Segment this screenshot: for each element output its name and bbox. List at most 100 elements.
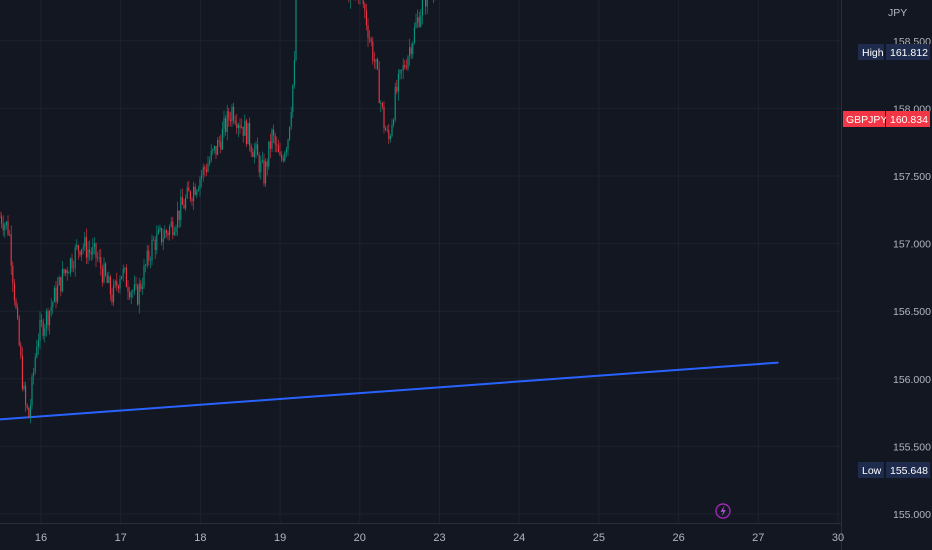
candle-body (180, 197, 182, 221)
high-tag-value: 161.812 (890, 47, 928, 59)
candle-body (49, 311, 51, 326)
candle-body (365, 10, 367, 26)
candle-body (100, 257, 102, 269)
candle-body (186, 187, 188, 198)
candle-body (141, 286, 143, 290)
candle-body (119, 279, 121, 289)
candle-body (375, 59, 377, 62)
candle-body (145, 265, 147, 267)
candle-body (25, 385, 27, 405)
candle-body (132, 291, 134, 293)
candle-body (68, 272, 70, 274)
candle-body (172, 221, 174, 235)
candle-body (173, 232, 175, 235)
candle-body (402, 64, 404, 71)
candle-body (4, 224, 6, 231)
candle-body (133, 284, 135, 292)
candle-body (213, 145, 215, 150)
candle-body (410, 47, 412, 55)
x-tick-label: 16 (35, 532, 47, 544)
candle-body (193, 186, 195, 202)
candle-body (108, 276, 110, 283)
candle-body (268, 141, 270, 167)
candle-body (103, 263, 105, 283)
candle-body (177, 210, 179, 228)
candle-body (5, 221, 7, 225)
candle-body (220, 141, 222, 150)
candle-body (181, 197, 183, 205)
candle-body (377, 59, 379, 69)
low-tag: Low 155.648 (858, 462, 930, 478)
trendlines (0, 361, 779, 421)
y-tick-label: 156.000 (893, 374, 931, 386)
candle-body (114, 281, 116, 285)
candle-body (217, 140, 219, 155)
candle-body (15, 300, 17, 308)
trendline-lower[interactable] (0, 361, 779, 421)
candle-body (105, 263, 107, 276)
candle-body (282, 158, 284, 161)
candle-body (41, 320, 43, 322)
candle-body (215, 145, 217, 155)
time-scale[interactable]: 16 17 18 19 20 23 24 25 26 27 30 (35, 532, 844, 544)
candle-body (185, 197, 187, 209)
x-tick-label: 23 (433, 532, 445, 544)
candle-body (269, 141, 271, 149)
candle-body (210, 150, 212, 161)
candle-body (42, 321, 44, 336)
candle-body (236, 123, 238, 129)
candle-body (274, 135, 276, 145)
candle-body (191, 199, 193, 202)
last-price-value: 160.834 (890, 114, 928, 126)
candle-body (9, 234, 11, 236)
candle-body (260, 161, 262, 173)
candle-body (188, 187, 190, 192)
y-tick-label: 157.000 (893, 239, 931, 251)
candle-body (417, 17, 419, 23)
candle-body (258, 155, 260, 173)
candle-body (37, 340, 39, 347)
candle-body (117, 285, 119, 289)
candle-body (204, 167, 206, 170)
candle-body (183, 204, 185, 209)
candle-body (20, 345, 22, 356)
candle-body (293, 60, 295, 86)
candle-body (77, 245, 79, 252)
candle-body (92, 246, 94, 255)
candle-body (415, 22, 417, 28)
candle-body (149, 260, 151, 261)
candle-body (63, 268, 65, 274)
candle-body (58, 277, 60, 286)
candle-body (129, 292, 131, 298)
high-tag-value-box (886, 44, 930, 60)
candle-body (164, 230, 166, 239)
candle-body (425, 0, 427, 7)
candle-body (153, 239, 155, 241)
candle-body (226, 111, 228, 132)
price-scale[interactable]: JPY 162.000161.500161.000160.500160.0001… (843, 0, 931, 521)
candle-body (399, 70, 401, 74)
low-tag-value: 155.648 (890, 465, 928, 477)
x-tick-label: 27 (752, 532, 764, 544)
candle-body (370, 38, 372, 42)
candle-body (81, 249, 83, 256)
candle-body (289, 127, 291, 140)
candle-body (287, 139, 289, 150)
candle-body (234, 120, 236, 124)
lightning-icon[interactable] (715, 503, 731, 519)
plot-area[interactable] (0, 0, 874, 424)
candle-body (189, 191, 191, 200)
candle-body (121, 276, 123, 280)
candle-body (73, 267, 75, 269)
candle-body (18, 318, 20, 346)
candle-body (209, 160, 211, 165)
x-tick-label: 26 (672, 532, 684, 544)
candle-body (284, 152, 286, 161)
currency-label: JPY (888, 7, 907, 19)
candle-body (231, 106, 233, 122)
high-tag-label: High (862, 47, 884, 59)
candle-body (290, 112, 292, 128)
candle-body (50, 306, 52, 312)
